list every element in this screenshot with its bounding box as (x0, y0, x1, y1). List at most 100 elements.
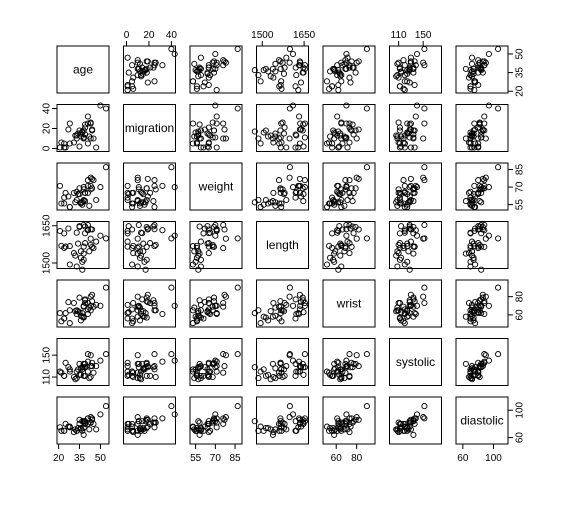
point-length-age-33 (89, 226, 96, 233)
point-systolic-length-10 (293, 368, 300, 375)
point-length-diastolic-17 (467, 258, 474, 265)
point-diastolic-weight-8 (205, 429, 212, 436)
point-migration-systolic-22 (410, 134, 417, 141)
point-diastolic-migration-19 (134, 431, 141, 438)
y-tick-label-length-1: 1650 (42, 214, 53, 237)
point-diastolic-weight-28 (205, 420, 212, 427)
point-migration-systolic-36 (407, 144, 414, 151)
point-length-systolic-20 (396, 256, 403, 263)
point-age-migration-14 (125, 69, 132, 76)
point-diastolic-weight-38 (234, 403, 241, 410)
point-weight-migration-30 (151, 182, 158, 189)
point-systolic-migration-22 (135, 360, 142, 367)
point-diastolic-wrist-26 (346, 415, 353, 422)
point-wrist-length-19 (269, 313, 276, 320)
point-length-systolic-26 (421, 221, 428, 229)
point-systolic-age-24 (82, 364, 89, 371)
point-migration-diastolic-8 (465, 139, 473, 146)
point-weight-migration-29 (136, 202, 144, 209)
point-weight-length-18 (251, 199, 258, 206)
point-age-weight-5 (201, 79, 208, 86)
point-migration-diastolic-20 (470, 127, 477, 134)
point-age-length-11 (255, 72, 262, 79)
point-length-systolic-36 (407, 238, 414, 245)
point-systolic-weight-31 (209, 373, 216, 381)
point-age-weight-29 (191, 60, 198, 67)
point-length-diastolic-38 (495, 235, 502, 242)
point-diastolic-weight-25 (205, 418, 212, 425)
point-migration-age-24 (82, 121, 89, 128)
point-age-diastolic-7 (471, 78, 478, 85)
point-weight-age-35 (90, 177, 97, 184)
point-age-wrist-36 (344, 54, 351, 61)
point-diastolic-migration-20 (143, 424, 150, 432)
point-wrist-diastolic-8 (465, 299, 473, 307)
point-systolic-age-36 (93, 363, 100, 370)
y-tick-label-migration-0: 0 (42, 145, 53, 151)
point-diastolic-weight-12 (204, 424, 211, 432)
point-length-age-7 (66, 243, 73, 250)
y-tick-label-weight-2: 85 (515, 164, 526, 176)
point-age-weight-33 (221, 58, 228, 65)
point-migration-systolic-38 (421, 105, 428, 112)
point-age-systolic-37 (413, 50, 421, 58)
point-weight-age-14 (76, 191, 83, 198)
point-length-diastolic-36 (468, 238, 476, 245)
point-age-systolic-9 (393, 73, 400, 80)
point-weight-migration-12 (140, 191, 147, 198)
point-length-diastolic-15 (470, 254, 477, 261)
point-wrist-weight-19 (196, 313, 203, 320)
point-age-weight-13 (210, 69, 218, 76)
y-tick-label-wrist-0: 60 (515, 309, 526, 321)
y-tick-label-systolic-0: 110 (42, 369, 53, 385)
point-systolic-length-31 (279, 373, 286, 381)
point-age-wrist-0 (335, 86, 342, 94)
point-systolic-weight-14 (204, 371, 211, 378)
point-migration-diastolic-0 (471, 144, 478, 151)
point-age-systolic-34 (411, 58, 418, 65)
point-migration-length-32 (286, 135, 293, 142)
point-wrist-length-21 (301, 302, 308, 309)
point-migration-length-21 (301, 134, 308, 141)
point-age-diastolic-29 (468, 60, 476, 67)
point-wrist-systolic-32 (420, 293, 427, 300)
point-migration-wrist-34 (348, 127, 355, 134)
point-migration-length-6 (257, 140, 264, 147)
point-migration-age-27 (84, 113, 91, 120)
point-systolic-wrist-36 (344, 363, 351, 370)
point-systolic-diastolic-23 (475, 372, 482, 379)
point-systolic-length-36 (283, 363, 290, 370)
point-migration-age-23 (82, 124, 89, 131)
panels-group: age migration weight length wrist systolic dia… (42, 30, 526, 464)
point-age-length-20 (262, 65, 269, 72)
point-weight-diastolic-30 (476, 182, 483, 189)
point-migration-weight-23 (205, 124, 212, 131)
point-migration-age-28 (84, 140, 91, 147)
panel-length-age (56, 221, 110, 269)
y-tick-label-systolic-1: 150 (42, 346, 53, 363)
panel-systolic-systolic (389, 338, 442, 386)
point-migration-age-20 (80, 127, 87, 134)
point-wrist-migration-37 (171, 302, 178, 309)
point-length-diastolic-10 (467, 229, 474, 236)
point-weight-diastolic-35 (475, 177, 482, 184)
point-systolic-age-9 (72, 376, 79, 383)
point-weight-systolic-38 (421, 164, 428, 171)
point-length-age-34 (89, 243, 96, 250)
point-diastolic-wrist-35 (342, 420, 349, 427)
point-systolic-length-18 (251, 364, 258, 371)
point-diastolic-systolic-36 (407, 426, 414, 433)
point-migration-age-26 (84, 120, 91, 127)
panel-wrist-systolic (389, 279, 442, 328)
point-systolic-wrist-6 (323, 368, 331, 375)
panel-wrist-age (56, 279, 110, 328)
point-systolic-migration-23 (147, 372, 154, 379)
point-age-wrist-20 (330, 65, 337, 72)
point-length-migration-32 (134, 235, 141, 242)
point-age-migration-27 (159, 62, 166, 69)
point-length-migration-7 (151, 243, 158, 250)
point-systolic-migration-26 (151, 351, 158, 358)
point-migration-diastolic-31 (476, 119, 483, 126)
point-weight-length-26 (301, 177, 308, 184)
point-age-diastolic-34 (481, 58, 488, 65)
